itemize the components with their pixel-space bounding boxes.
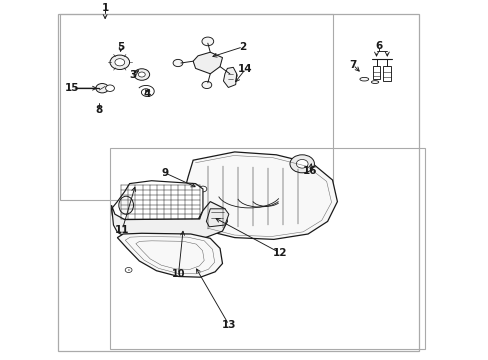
Circle shape	[110, 55, 129, 69]
Circle shape	[125, 267, 132, 273]
Text: 12: 12	[272, 248, 286, 258]
Circle shape	[202, 37, 213, 46]
Polygon shape	[111, 202, 227, 239]
Text: 6: 6	[375, 41, 382, 51]
Circle shape	[199, 186, 206, 192]
Text: 1: 1	[102, 3, 108, 13]
Polygon shape	[223, 67, 236, 87]
Bar	[372, 66, 380, 79]
Polygon shape	[193, 52, 222, 74]
Text: c: c	[127, 268, 129, 272]
Circle shape	[289, 155, 314, 173]
Circle shape	[173, 59, 183, 67]
Circle shape	[105, 85, 114, 91]
Bar	[60, 14, 332, 200]
Circle shape	[138, 72, 145, 77]
Circle shape	[115, 59, 124, 66]
Bar	[58, 14, 418, 351]
Circle shape	[202, 81, 211, 89]
Circle shape	[227, 72, 237, 79]
Text: 15: 15	[65, 83, 80, 93]
Polygon shape	[111, 181, 203, 223]
Circle shape	[96, 84, 108, 93]
Text: 9: 9	[161, 168, 168, 178]
Text: 4: 4	[143, 89, 151, 99]
Text: 16: 16	[302, 166, 317, 176]
Ellipse shape	[371, 81, 378, 84]
Text: 10: 10	[171, 269, 185, 279]
Text: 8: 8	[95, 105, 102, 115]
Ellipse shape	[359, 77, 368, 81]
Text: 5: 5	[118, 42, 124, 52]
Text: 7: 7	[348, 60, 356, 70]
Polygon shape	[183, 152, 337, 239]
Text: 11: 11	[115, 225, 129, 235]
Text: 3: 3	[129, 69, 136, 80]
Bar	[110, 148, 425, 349]
Circle shape	[134, 69, 149, 80]
Ellipse shape	[119, 196, 133, 214]
Polygon shape	[206, 209, 228, 227]
Text: 14: 14	[238, 64, 252, 74]
Text: 13: 13	[221, 320, 236, 330]
Bar	[383, 66, 390, 81]
Circle shape	[296, 159, 307, 168]
Polygon shape	[117, 233, 222, 277]
Text: 2: 2	[239, 42, 246, 52]
